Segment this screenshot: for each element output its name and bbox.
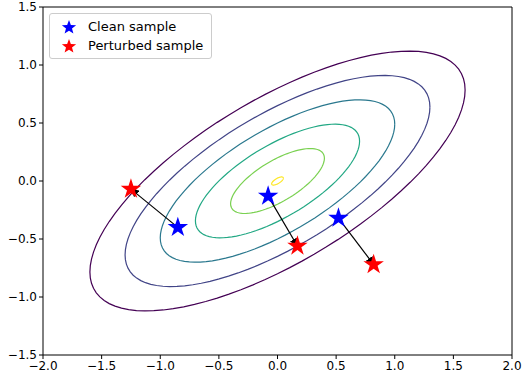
svg-text:−1.5: −1.5 — [8, 348, 37, 362]
svg-text:1.5: 1.5 — [18, 0, 37, 14]
svg-text:1.0: 1.0 — [385, 359, 404, 373]
svg-text:−1.0: −1.0 — [146, 359, 175, 373]
svg-text:0.5: 0.5 — [327, 359, 346, 373]
svg-text:−1.5: −1.5 — [87, 359, 116, 373]
svg-text:0.0: 0.0 — [18, 174, 37, 188]
svg-text:2.0: 2.0 — [502, 359, 521, 373]
svg-text:0.0: 0.0 — [268, 359, 287, 373]
svg-text:−1.0: −1.0 — [8, 290, 37, 304]
html-text:Clean sample: Clean sample — [88, 19, 177, 34]
svg-text:−0.5: −0.5 — [8, 232, 37, 246]
svg-text:−0.5: −0.5 — [204, 359, 233, 373]
svg-text:1.0: 1.0 — [18, 58, 37, 72]
svg-text:0.5: 0.5 — [18, 116, 37, 130]
svg-text:1.5: 1.5 — [444, 359, 463, 373]
html-text:Perturbed sample: Perturbed sample — [88, 38, 204, 53]
svg-text:−2.0: −2.0 — [28, 358, 58, 373]
